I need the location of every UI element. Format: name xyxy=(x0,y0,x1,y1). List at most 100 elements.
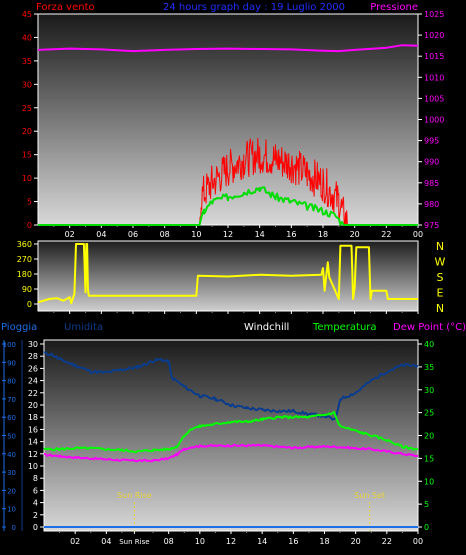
pressure-y-tick-label: 995 xyxy=(424,137,439,146)
humidity-y-tick-label: 24 xyxy=(28,377,38,386)
panel3-x-tick-label: 16 xyxy=(288,537,298,546)
humidity-y-tick-label: 28 xyxy=(28,352,38,361)
pressure-axis-title: Pressione xyxy=(370,2,418,13)
humidity-y-tick-label: 14 xyxy=(28,438,38,447)
panel3-x-tick-label: 08 xyxy=(164,537,174,546)
panel3-x-tick-label: 18 xyxy=(319,537,329,546)
panel1-series xyxy=(37,44,419,226)
temperature-y-tick-label: 5 xyxy=(424,500,429,509)
panel3-x-ticks: 02 04 Sun Rise 08 10 12 14 16 18 20 22 00 xyxy=(59,531,423,546)
pressure-y-tick-label: 985 xyxy=(424,179,439,188)
panel3-x-tick-label: 14 xyxy=(257,537,267,546)
temperature-legend: Temperatura xyxy=(312,322,377,333)
rain-y-tick-label: 10 xyxy=(7,506,16,514)
panel1-x-tick-label: 02 xyxy=(65,230,75,239)
wind-y-tick-label: 40 xyxy=(22,33,32,42)
panel3-series xyxy=(43,351,419,528)
temperature-y-tick-label: 20 xyxy=(424,432,434,441)
pressure-y-tick-label: 1000 xyxy=(424,116,444,125)
temperature-y-ticks: 0 5 10 15 20 25 30 35 40 xyxy=(418,340,434,532)
panel1-x-tick-label: 06 xyxy=(128,230,138,239)
pressure-y-ticks: 975 980 985 990 995 1000 1005 1010 1015 1020 1025 xyxy=(418,10,444,230)
direction-compass-label: W xyxy=(435,256,446,269)
humidity-y-tick-label: 26 xyxy=(28,364,38,373)
wind-direction-line xyxy=(37,243,418,305)
wind-y-tick-label: 35 xyxy=(22,57,32,66)
pressure-y-tick-label: 1025 xyxy=(424,10,444,19)
panel1-x-tick-label: 16 xyxy=(286,230,296,239)
panel3-x-tick-label: 10 xyxy=(195,537,205,546)
panel2-x-ticks xyxy=(53,311,419,314)
humidity-y-tick-label: 12 xyxy=(28,450,38,459)
panel1-x-tick-label: 20 xyxy=(350,230,360,239)
panel3-x-tick-label: 20 xyxy=(351,537,361,546)
direction-y-tick-label: 180 xyxy=(17,270,32,279)
humidity-y-tick-label: 20 xyxy=(28,401,38,410)
dewpoint-line xyxy=(43,443,419,463)
direction-y-ticks: 0 90 180 270 360 xyxy=(17,240,38,309)
pressure-y-tick-label: 1010 xyxy=(424,73,444,82)
rain-y-tick-label: 50 xyxy=(7,433,16,441)
temperature-y-tick-label: 30 xyxy=(424,386,434,395)
wind-pressure-plot-area xyxy=(37,13,419,226)
temperature-panel: Pioggia Umidita Windchill Temperatura De… xyxy=(1,322,466,546)
temperature-y-tick-label: 10 xyxy=(424,477,434,486)
rain-y-tick-label: 20 xyxy=(7,487,16,495)
wind-y-tick-label: 15 xyxy=(22,151,32,160)
humidity-y-tick-label: 22 xyxy=(28,389,38,398)
sun-rise-label: Sun Rise xyxy=(117,491,152,500)
dewpoint-legend: Dew Point (°C) xyxy=(393,322,466,333)
chart-title: 24 hours graph day : 19 Luglio 2000 xyxy=(163,2,345,13)
rain-legend: Pioggia xyxy=(1,322,37,333)
humidity-y-tick-label: 18 xyxy=(28,413,38,422)
wind-y-ticks: 0 5 10 15 20 25 30 35 40 45 xyxy=(22,10,38,230)
rain-y-tick-label: 90 xyxy=(7,359,16,367)
direction-compass-label: N xyxy=(436,302,444,315)
wind-average-line xyxy=(38,186,418,226)
pressure-y-tick-label: 1005 xyxy=(424,94,444,103)
rain-y-tick-label: 30 xyxy=(7,469,16,477)
humidity-legend: Umidita xyxy=(64,322,103,333)
sun-set-label: Sun Set xyxy=(354,491,385,500)
panel3-x-tick-label: 22 xyxy=(382,537,392,546)
wind-y-tick-label: 0 xyxy=(27,221,32,230)
panel1-x-tick-label: 14 xyxy=(255,230,265,239)
panel3-x-tick-label: 00 xyxy=(413,537,423,546)
pressure-y-tick-label: 980 xyxy=(424,200,439,209)
panel1-x-tick-label: 04 xyxy=(96,230,106,239)
panel1-x-tick-label: 00 xyxy=(413,230,423,239)
rain-y-tick-label: 100 xyxy=(3,341,16,349)
humidity-y-tick-label: 16 xyxy=(28,425,38,434)
temperature-y-tick-label: 35 xyxy=(424,363,434,372)
rain-y-tick-label: 40 xyxy=(7,451,16,459)
wind-pressure-panel: Forza vento 24 hours graph day : 19 Lugl… xyxy=(22,2,445,239)
panel3-x-tick-label: 12 xyxy=(226,537,236,546)
wind-y-tick-label: 5 xyxy=(27,198,32,207)
panel1-x-ticks: 02 04 06 08 10 12 14 16 18 20 22 00 xyxy=(53,225,423,239)
windchill-legend: Windchill xyxy=(244,322,289,333)
humidity-y-tick-label: 4 xyxy=(33,499,38,508)
wind-y-tick-label: 20 xyxy=(22,127,32,136)
direction-compass-label: E xyxy=(437,287,444,300)
panel1-x-tick-label: 08 xyxy=(160,230,170,239)
panel2-series xyxy=(37,243,418,305)
rain-y-tick-label: 80 xyxy=(7,378,16,386)
direction-compass-label: N xyxy=(436,240,444,253)
panel1-x-tick-label: 12 xyxy=(223,230,233,239)
direction-y-tick-label: 270 xyxy=(17,255,32,264)
pressure-y-tick-label: 975 xyxy=(424,221,439,230)
humidity-y-tick-label: 8 xyxy=(33,474,38,483)
humidity-y-tick-label: 0 xyxy=(33,523,38,532)
wind-y-tick-label: 45 xyxy=(22,10,32,19)
direction-y-tick-label: 90 xyxy=(22,285,32,294)
humidity-y-tick-label: 6 xyxy=(33,486,38,495)
temperature-plot-area xyxy=(43,339,419,532)
rain-y-tick-label: 0 xyxy=(12,524,16,532)
temperature-y-tick-label: 15 xyxy=(424,454,434,463)
pressure-line xyxy=(37,44,419,53)
temperature-y-tick-label: 0 xyxy=(424,523,429,532)
